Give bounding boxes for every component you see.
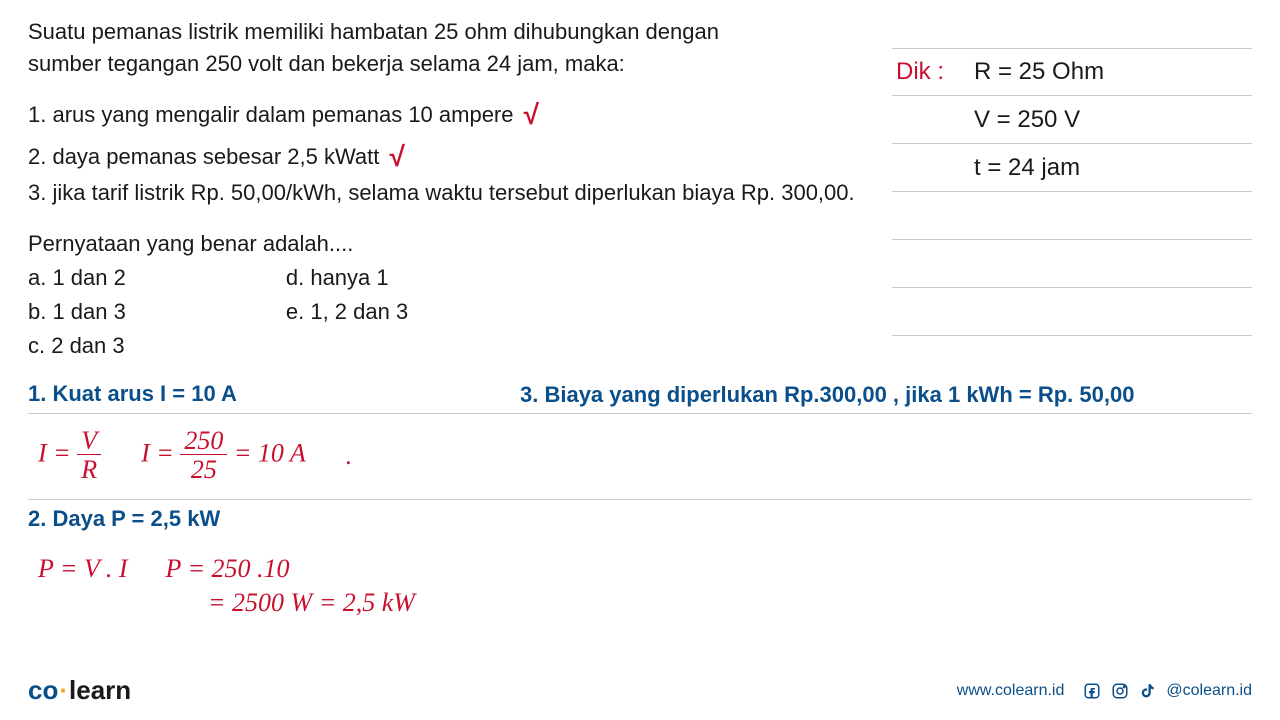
work-equation-1-row: I = V R I = 250 25 = 10 A . (28, 414, 1252, 500)
given-t-row: t = 24 jam (892, 144, 1252, 192)
intro-line-1: Suatu pemanas listrik memiliki hambatan … (28, 16, 864, 48)
question-block: Suatu pemanas listrik memiliki hambatan … (28, 16, 864, 361)
tiktok-icon (1138, 681, 1158, 701)
given-v: V = 250 V (974, 106, 1080, 134)
logo-dot: · (59, 675, 68, 705)
logo: co·learn (28, 675, 131, 706)
logo-co: co (28, 675, 58, 705)
footer-handle: @colearn.id (1166, 682, 1252, 700)
given-v-row: V = 250 V (892, 96, 1252, 144)
statements: 1. arus yang mengalir dalam pemanas 10 a… (28, 92, 864, 209)
given-r-row: Dik : R = 25 Ohm (892, 48, 1252, 96)
footer-url: www.colearn.id (957, 682, 1065, 700)
eq2b: P = 250 .10 (166, 554, 290, 584)
social-icons: @colearn.id (1082, 681, 1252, 701)
question-prompt: Pernyataan yang benar adalah.... (28, 227, 864, 260)
eq1-right: I = 250 25 = 10 A (141, 428, 306, 483)
given-t: t = 24 jam (974, 154, 1080, 182)
statement-3-text: 3. jika tarif listrik Rp. 50,00/kWh, sel… (28, 180, 855, 205)
statement-2-text: 2. daya pemanas sebesar 2,5 kWatt (28, 144, 379, 169)
work-heading-2-row: 2. Daya P = 2,5 kW (28, 500, 1252, 538)
eq1-dot: . (346, 441, 353, 471)
eq2a: P = V . I (38, 554, 128, 584)
option-c: c. 2 dan 3 (28, 330, 126, 362)
given-block: Dik : R = 25 Ohm V = 250 V t = 24 jam (892, 16, 1252, 361)
question-intro: Suatu pemanas listrik memiliki hambatan … (28, 16, 864, 80)
check-icon: √ (390, 141, 405, 172)
option-a: a. 1 dan 2 (28, 262, 126, 294)
statement-2: 2. daya pemanas sebesar 2,5 kWatt √ (28, 134, 864, 176)
given-r: R = 25 Ohm (974, 58, 1104, 86)
answer-options: a. 1 dan 2 b. 1 dan 3 c. 2 dan 3 d. hany… (28, 262, 864, 362)
work-heading-1: 1. Kuat arus I = 10 A (28, 381, 237, 406)
logo-learn: learn (69, 675, 131, 705)
option-e: e. 1, 2 dan 3 (286, 296, 408, 328)
work-area: 1. Kuat arus I = 10 A I = V R I = 250 25… (28, 375, 1252, 624)
option-b: b. 1 dan 3 (28, 296, 126, 328)
statement-1-text: 1. arus yang mengalir dalam pemanas 10 a… (28, 102, 514, 127)
given-empty-row-2 (892, 240, 1252, 288)
footer: co·learn www.colearn.id @colearn.id (28, 675, 1252, 706)
given-empty-row-1 (892, 192, 1252, 240)
eq2c: = 2500 W = 2,5 kW (208, 588, 1252, 618)
option-d: d. hanya 1 (286, 262, 408, 294)
work-heading-3-block: 3. Biaya yang diperlukan Rp.300,00 , jik… (520, 382, 1260, 408)
footer-right: www.colearn.id @colearn.id (957, 681, 1252, 701)
work-heading-3: 3. Biaya yang diperlukan Rp.300,00 , jik… (520, 382, 1134, 407)
eq1-left: I = V R (38, 428, 101, 483)
intro-line-2: sumber tegangan 250 volt dan bekerja sel… (28, 48, 864, 80)
work-equation-2-row: P = V . I P = 250 .10 = 2500 W = 2,5 kW (28, 538, 1252, 624)
statement-3: 3. jika tarif listrik Rp. 50,00/kWh, sel… (28, 176, 864, 209)
check-icon: √ (524, 99, 539, 130)
facebook-icon (1082, 681, 1102, 701)
given-empty-row-3 (892, 288, 1252, 336)
statement-1: 1. arus yang mengalir dalam pemanas 10 a… (28, 92, 864, 134)
instagram-icon (1110, 681, 1130, 701)
work-heading-2: 2. Daya P = 2,5 kW (28, 506, 220, 531)
given-label: Dik : (896, 58, 966, 86)
